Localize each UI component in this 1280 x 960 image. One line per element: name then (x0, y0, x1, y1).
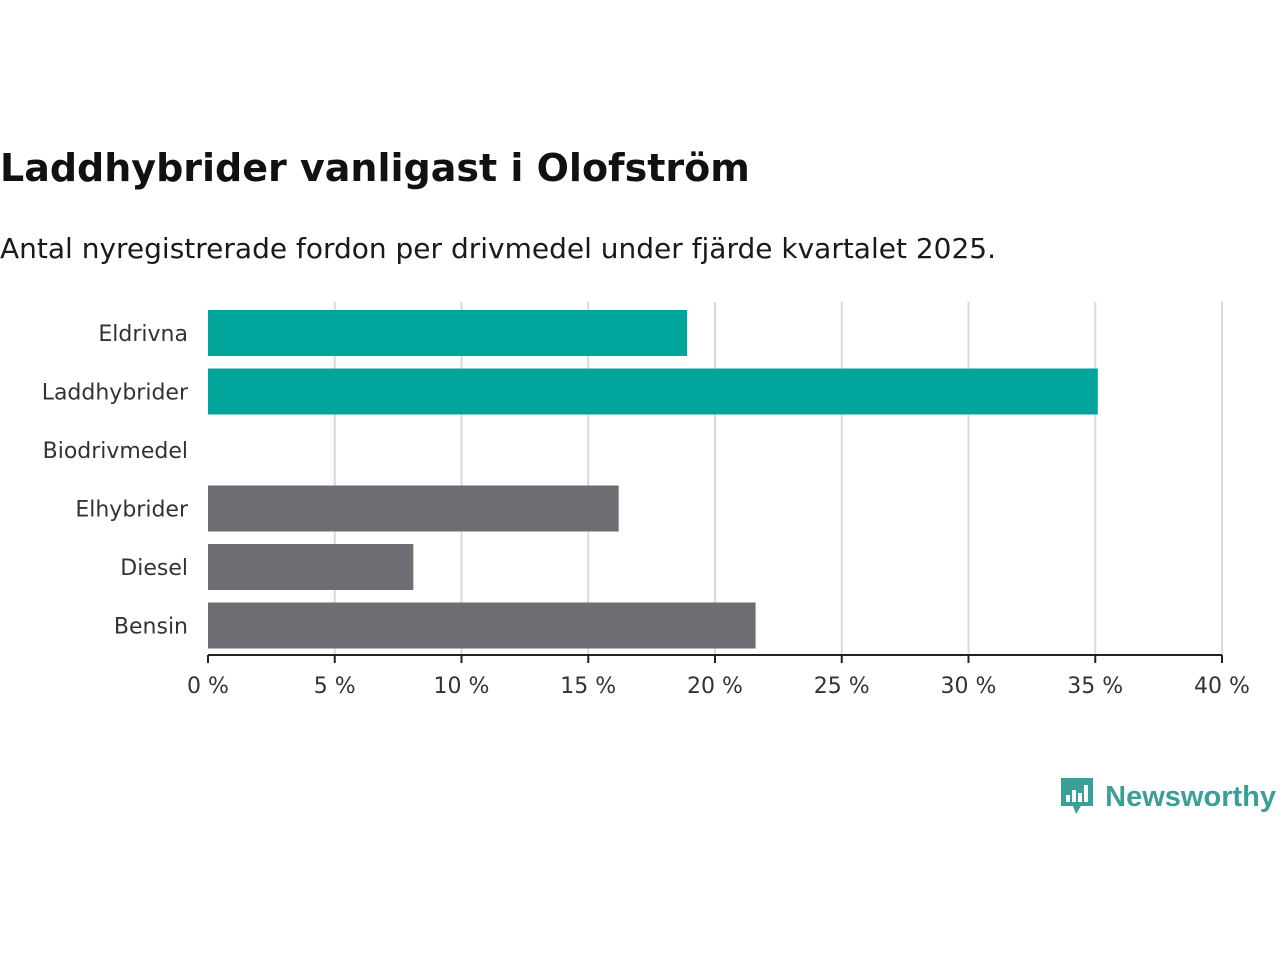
x-tick-label: 10 % (434, 674, 490, 699)
x-tick-label: 35 % (1067, 674, 1123, 699)
bar-chart: Eldrivna Laddhybrider Biodrivmedel Elhybrid… (42, 302, 1250, 699)
category-label: Diesel (120, 556, 188, 581)
x-tick-label: 25 % (814, 674, 870, 699)
x-tick-label: 0 % (187, 674, 229, 699)
bar-bensin (208, 602, 756, 649)
bar-diesel (208, 544, 414, 590)
x-tick-label: 15 % (560, 674, 616, 699)
category-label: Elhybrider (75, 498, 189, 523)
category-label: Bensin (114, 615, 188, 640)
brand-logo: Newsworthy (1059, 776, 1276, 818)
x-tick-label: 30 % (941, 674, 997, 699)
bars (208, 310, 1098, 649)
x-tick-label: 5 % (314, 674, 356, 699)
bar-elhybrider (208, 485, 619, 532)
category-label: Laddhybrider (42, 381, 189, 406)
chart-title: Laddhybrider vanligast i Olofström (0, 146, 750, 190)
x-axis: 0 % 5 % 10 % 15 % 20 % 25 % 30 % 35 % 40 % (187, 654, 1250, 699)
newsworthy-logo-icon (1061, 778, 1094, 814)
x-tick-label: 20 % (687, 674, 743, 699)
category-labels: Eldrivna Laddhybrider Biodrivmedel Elhybrid… (42, 322, 189, 640)
x-tick-label: 40 % (1194, 674, 1250, 699)
category-label: Eldrivna (98, 322, 188, 347)
bar-eldrivna (208, 310, 688, 356)
brand-name: Newsworthy (1105, 780, 1276, 813)
gridlines (333, 302, 1223, 655)
category-label: Biodrivmedel (43, 439, 188, 464)
chart-subtitle: Antal nyregistrerade fordon per drivmede… (0, 232, 997, 265)
bar-laddhybrider (208, 368, 1098, 415)
